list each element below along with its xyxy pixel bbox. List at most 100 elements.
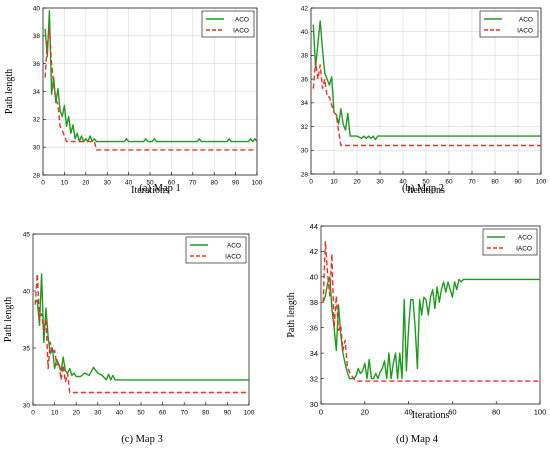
caption-map-2: (b) Map 2 [402, 183, 444, 194]
x-axis-label: Iterations [407, 185, 445, 196]
x-tick-label: 40 [399, 179, 407, 186]
x-tick-label: 30 [94, 410, 102, 417]
x-tick-label: 90 [514, 179, 522, 186]
series-line-iaco [34, 273, 249, 394]
x-tick-label: 90 [224, 410, 232, 417]
plot-frame [320, 225, 541, 405]
x-tick-label: 80 [492, 408, 500, 417]
y-tick-label: 40 [301, 29, 309, 36]
y-tick-label: 40 [23, 288, 31, 295]
y-tick-label: 30 [23, 402, 31, 409]
legend-label-iaco: IACO [225, 254, 241, 261]
caption-map-3: (c) Map 3 [121, 434, 163, 445]
x-tick-label: 0 [319, 408, 323, 417]
legend-label-iaco: IACO [233, 28, 249, 35]
x-tick-label: 100 [244, 410, 255, 417]
series-line-iaco [322, 240, 540, 382]
x-tick-label: 60 [168, 180, 176, 187]
y-tick-label: 38 [301, 53, 309, 60]
y-tick-label: 28 [33, 172, 41, 179]
legend-label-aco: ACO [519, 17, 533, 24]
x-tick-label: 70 [181, 410, 189, 417]
y-axis-label: Path length [4, 69, 15, 114]
x-tick-label: 50 [137, 410, 145, 417]
y-tick-label: 34 [310, 349, 318, 358]
y-tick-label: 32 [301, 124, 309, 131]
series-line-aco [312, 20, 541, 141]
y-tick-label: 34 [33, 89, 41, 96]
x-tick-label: 50 [422, 179, 430, 186]
x-tick-label: 70 [189, 180, 197, 187]
y-tick-label: 36 [310, 323, 318, 332]
x-tick-label: 30 [104, 180, 112, 187]
legend-label-iaco: IACO [517, 28, 533, 35]
x-tick-label: 0 [31, 410, 35, 417]
chart-map-4: 0 20 40 60 80 100 30 32 34 36 38 40 42 44 Iterations Pa… [286, 222, 546, 421]
y-tick-label: 40 [310, 273, 318, 282]
x-tick-label: 20 [353, 179, 361, 186]
legend: ACO IACO [201, 10, 255, 38]
legend: ACO IACO [482, 228, 538, 256]
x-tick-label: 20 [82, 180, 90, 187]
x-tick-label: 10 [51, 410, 59, 417]
series-line-iaco [312, 60, 541, 147]
y-tick-label: 40 [33, 5, 41, 12]
y-tick-label: 36 [301, 76, 309, 83]
legend: ACO IACO [185, 236, 247, 264]
y-tick-label: 34 [301, 100, 309, 107]
y-tick-label: 36 [33, 61, 41, 68]
y-tick-label: 30 [310, 400, 318, 409]
chart-map-3: 0 10 20 30 40 50 60 70 80 90 100 30 35 40 45 Path lengt… [3, 231, 255, 416]
series-line-aco [44, 10, 258, 143]
x-tick-label: 10 [61, 180, 69, 187]
x-tick-label: 60 [448, 408, 456, 417]
x-tick-label: 40 [116, 410, 124, 417]
chart-map-1: 0 10 20 30 40 50 60 70 80 90 10028303234363840Iter… [4, 5, 263, 196]
series-line-aco [322, 276, 540, 380]
x-tick-label: 100 [534, 408, 547, 417]
x-tick-label: 100 [252, 180, 263, 187]
y-tick-label: 28 [301, 171, 309, 178]
series-line-iaco [44, 28, 257, 151]
y-tick-label: 30 [301, 148, 309, 155]
y-tick-label: 32 [33, 117, 41, 124]
legend-box [185, 236, 247, 264]
caption-map-1: (a) Map 1 [139, 183, 181, 194]
series-line-aco [34, 273, 249, 381]
y-tick-label: 42 [310, 247, 318, 256]
x-tick-label: 80 [202, 410, 210, 417]
y-tick-label: 44 [310, 222, 318, 231]
legend-label-aco: ACO [518, 235, 532, 242]
x-tick-label: 80 [491, 179, 499, 186]
y-axis-label: Path length [3, 297, 14, 342]
x-tick-label: 50 [146, 180, 154, 187]
y-axis-label: Path length [286, 292, 297, 337]
y-tick-label: 35 [23, 345, 31, 352]
legend-box [479, 10, 539, 38]
x-tick-label: 20 [361, 408, 369, 417]
y-tick-label: 38 [33, 33, 41, 40]
x-tick-label: 40 [404, 408, 412, 417]
x-tick-label: 60 [445, 179, 453, 186]
x-axis-label: Iterations [412, 410, 450, 421]
x-tick-label: 80 [211, 180, 219, 187]
y-tick-label: 42 [301, 5, 309, 12]
chart-map-2: 0 10 20 30 40 50 60 70 80 90 100 28 30 32 34 36 38 40 42 It… [301, 5, 547, 196]
y-tick-label: 30 [33, 144, 41, 151]
y-tick-label: 38 [310, 298, 318, 307]
legend-label-aco: ACO [227, 243, 241, 250]
caption-map-4: (d) Map 4 [396, 434, 438, 445]
x-tick-label: 20 [73, 410, 81, 417]
y-tick-label: 32 [310, 374, 318, 383]
legend-label-aco: ACO [235, 17, 249, 24]
legend-box [201, 10, 255, 38]
x-tick-label: 0 [309, 179, 313, 186]
x-tick-label: 0 [41, 180, 45, 187]
x-tick-label: 40 [125, 180, 133, 187]
x-tick-label: 30 [376, 179, 384, 186]
legend-box [482, 228, 538, 256]
x-tick-label: 10 [330, 179, 338, 186]
legend-label-iaco: IACO [516, 246, 532, 253]
x-tick-label: 60 [159, 410, 167, 417]
